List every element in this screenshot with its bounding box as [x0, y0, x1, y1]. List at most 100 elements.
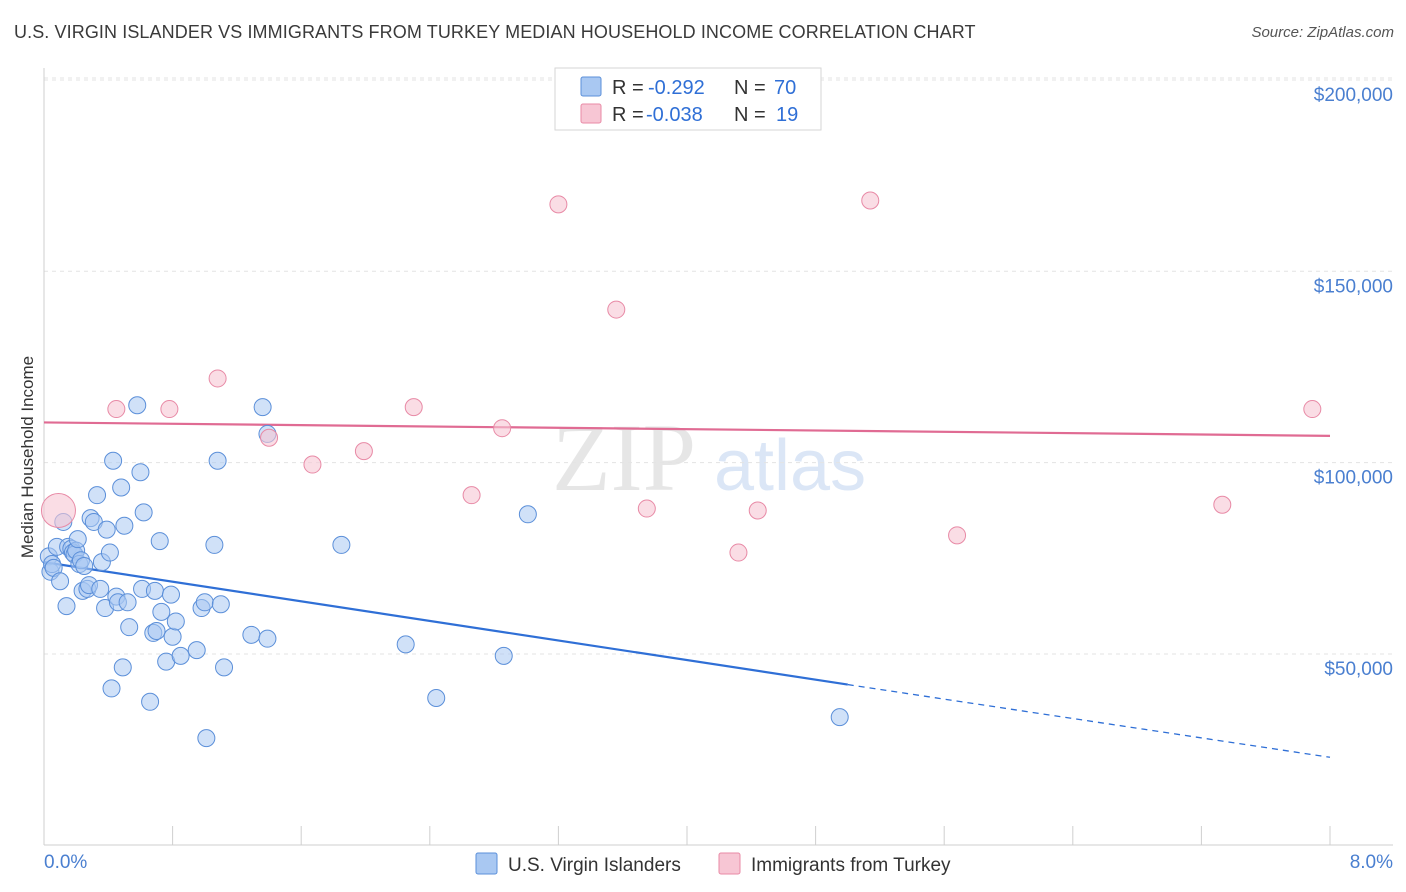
point-virgin-islanders — [68, 530, 87, 549]
point-virgin-islanders — [171, 646, 190, 665]
point-virgin-islanders — [215, 658, 234, 677]
point-virgin-islanders — [518, 505, 537, 524]
point-virgin-islanders — [100, 543, 119, 562]
point-virgin-islanders — [195, 593, 214, 612]
x-tick-label-min: 0.0% — [44, 852, 87, 873]
point-virgin-islanders — [102, 679, 121, 698]
x-ticks — [172, 826, 1331, 845]
point-turkey — [1213, 495, 1232, 514]
y-tick-label: $100,000 — [1314, 468, 1393, 489]
point-virgin-islanders — [494, 646, 513, 665]
point-virgin-islanders — [131, 463, 150, 482]
point-virgin-islanders — [75, 556, 94, 575]
point-turkey — [208, 369, 227, 388]
series-legend: U.S. Virgin Islanders Immigrants from Tu… — [475, 852, 951, 876]
gridlines — [44, 77, 1393, 655]
point-virgin-islanders — [141, 692, 160, 711]
point-virgin-islanders — [91, 579, 110, 598]
point-turkey — [1303, 400, 1322, 419]
point-virgin-islanders — [150, 532, 169, 551]
legend-r-value-2: -0.038 — [646, 104, 703, 126]
point-virgin-islanders — [242, 625, 261, 644]
legend-r-label-1: R = — [612, 77, 644, 99]
point-virgin-islanders — [152, 602, 171, 621]
point-virgin-islanders — [205, 535, 224, 554]
point-virgin-islanders — [128, 396, 147, 415]
point-virgin-islanders — [166, 612, 185, 631]
point-turkey — [861, 191, 880, 210]
legend-r-label-2: R = — [612, 104, 644, 126]
watermark-zip: ZIP — [552, 404, 696, 511]
y-tick-label: $200,000 — [1314, 85, 1393, 106]
point-virgin-islanders — [120, 618, 139, 637]
point-virgin-islanders — [113, 658, 132, 677]
point-virgin-islanders — [145, 581, 164, 600]
trend-line-turkey — [43, 421, 1331, 437]
point-turkey — [948, 526, 967, 545]
x-tick-label-max: 8.0% — [1350, 852, 1393, 873]
source-label: Source: ZipAtlas.com — [1251, 24, 1394, 41]
trend-line-virgin-islanders-extrapolated — [847, 683, 1331, 758]
bottom-legend-label-virgin-islanders: U.S. Virgin Islanders — [508, 855, 681, 876]
series-virgin-islanders-points — [39, 396, 849, 748]
point-turkey — [303, 455, 322, 474]
legend-n-value-1: 70 — [774, 77, 796, 99]
point-turkey — [354, 442, 373, 461]
point-virgin-islanders — [396, 635, 415, 654]
point-virgin-islanders — [830, 708, 849, 727]
bottom-legend-swatch-turkey — [718, 852, 741, 875]
y-tick-labels: $50,000 $100,000 $150,000 $200,000 — [1314, 85, 1393, 680]
point-turkey — [729, 543, 748, 562]
legend-n-label-2: N = — [734, 104, 766, 126]
point-virgin-islanders — [97, 520, 116, 539]
point-turkey — [462, 486, 481, 505]
point-virgin-islanders — [332, 535, 351, 554]
point-turkey — [160, 400, 179, 419]
y-axis-title: Median Household Income — [18, 356, 37, 558]
legend-n-value-2: 19 — [776, 104, 798, 126]
legend-r-value-1: -0.292 — [648, 77, 705, 99]
point-turkey — [637, 499, 656, 518]
watermark-atlas: atlas — [714, 426, 866, 506]
point-turkey — [107, 400, 126, 419]
point-virgin-islanders — [88, 486, 107, 505]
point-virgin-islanders — [253, 398, 272, 417]
point-virgin-islanders — [208, 451, 227, 470]
point-virgin-islanders — [161, 585, 180, 604]
bottom-legend-swatch-virgin-islanders — [475, 852, 498, 875]
chart-title: U.S. VIRGIN ISLANDER VS IMMIGRANTS FROM … — [14, 22, 976, 42]
point-virgin-islanders — [147, 622, 166, 641]
trend-lines — [43, 421, 1331, 758]
point-virgin-islanders — [258, 629, 277, 648]
point-turkey — [40, 492, 76, 528]
point-turkey — [549, 195, 568, 214]
point-virgin-islanders — [211, 595, 230, 614]
point-virgin-islanders — [115, 516, 134, 535]
legend-n-label-1: N = — [734, 77, 766, 99]
point-turkey — [607, 300, 626, 319]
point-virgin-islanders — [51, 572, 70, 591]
y-tick-label: $50,000 — [1324, 659, 1393, 680]
correlation-legend: R = -0.292 N = 70 R = -0.038 N = 19 — [554, 67, 822, 131]
point-turkey — [748, 501, 767, 520]
point-virgin-islanders — [57, 597, 76, 616]
point-virgin-islanders — [118, 593, 137, 612]
point-turkey — [493, 419, 512, 438]
point-virgin-islanders — [134, 503, 153, 522]
point-virgin-islanders — [187, 641, 206, 660]
point-virgin-islanders — [427, 688, 446, 707]
trend-line-virgin-islanders — [43, 561, 848, 686]
legend-swatch-turkey — [580, 103, 602, 124]
point-turkey — [404, 398, 423, 417]
y-tick-label: $150,000 — [1314, 276, 1393, 297]
bottom-legend-label-turkey: Immigrants from Turkey — [751, 855, 951, 876]
axes — [43, 68, 1393, 846]
watermark: ZIP atlas — [552, 404, 866, 511]
point-turkey — [260, 428, 279, 447]
point-virgin-islanders — [112, 478, 131, 497]
legend-swatch-virgin-islanders — [580, 76, 602, 97]
point-virgin-islanders — [163, 627, 182, 646]
point-virgin-islanders — [197, 729, 216, 748]
series-turkey-points — [40, 191, 1322, 562]
